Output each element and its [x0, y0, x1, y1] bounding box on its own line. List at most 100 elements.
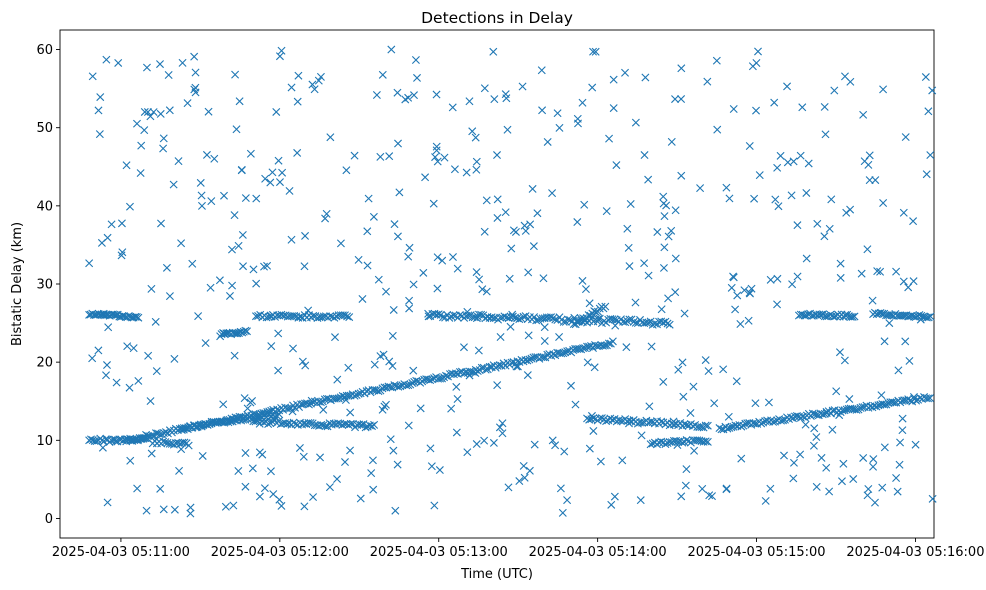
data-point — [432, 146, 441, 155]
data-point — [132, 312, 141, 321]
y-tick-label: 0 — [45, 512, 53, 527]
data-point — [190, 85, 199, 94]
data-point — [922, 170, 931, 179]
data-point — [789, 474, 798, 483]
data-point — [308, 80, 317, 89]
data-point — [880, 337, 889, 346]
data-point — [295, 443, 304, 452]
data-point — [215, 276, 224, 285]
data-point — [364, 194, 373, 203]
data-point — [307, 396, 316, 405]
chart-title: Detections in Delay — [421, 9, 573, 27]
data-point — [924, 107, 933, 116]
data-point — [240, 394, 249, 403]
data-point — [773, 300, 782, 309]
data-point — [525, 355, 534, 364]
data-point — [118, 248, 127, 257]
data-point — [180, 438, 189, 447]
data-point — [438, 313, 447, 322]
data-point — [752, 106, 761, 115]
data-point — [391, 506, 400, 515]
data-point — [182, 424, 191, 433]
data-point — [370, 360, 379, 369]
data-point — [102, 55, 111, 64]
data-point — [869, 462, 878, 471]
data-point — [504, 483, 513, 492]
data-point — [736, 320, 745, 328]
data-point — [890, 398, 899, 407]
data-point — [671, 254, 680, 263]
data-point — [326, 312, 335, 321]
data-point — [605, 134, 614, 143]
data-point — [102, 371, 111, 380]
data-point — [848, 312, 857, 321]
data-point — [626, 200, 635, 209]
data-point — [569, 320, 578, 328]
data-point — [611, 321, 620, 330]
data-point — [926, 394, 935, 403]
data-point — [543, 137, 552, 146]
data-point — [892, 474, 901, 483]
data-point — [609, 104, 618, 113]
data-point — [533, 209, 542, 218]
data-point — [169, 180, 178, 189]
data-point — [732, 377, 741, 386]
data-point — [241, 326, 250, 335]
data-point — [389, 446, 398, 455]
data-point — [376, 152, 385, 161]
data-point — [733, 291, 742, 300]
data-point — [659, 192, 668, 201]
data-point — [341, 458, 349, 467]
data-point — [234, 467, 243, 476]
data-point — [524, 268, 533, 277]
data-point — [473, 312, 482, 321]
data-point — [472, 268, 481, 277]
data-point — [156, 109, 165, 118]
x-tick-label: 2025-04-03 05:12:00 — [211, 545, 349, 560]
data-point — [589, 426, 598, 435]
data-point — [640, 259, 649, 268]
data-point — [602, 207, 611, 216]
data-point — [680, 309, 689, 318]
data-point — [159, 505, 168, 514]
data-point — [507, 244, 516, 253]
data-point — [845, 395, 854, 404]
data-point — [901, 133, 910, 142]
data-point — [788, 280, 797, 289]
data-point — [321, 422, 330, 431]
data-point — [678, 358, 687, 367]
data-point — [480, 436, 489, 445]
data-point — [555, 333, 564, 342]
data-point — [801, 420, 810, 429]
x-axis-ticks: 2025-04-03 05:11:00 2025-04-03 05:12:00 20… — [52, 538, 984, 560]
data-point — [737, 454, 746, 463]
data-point — [259, 418, 268, 427]
data-point — [871, 176, 880, 185]
data-point — [389, 305, 398, 314]
data-point — [299, 452, 308, 461]
data-point — [647, 342, 656, 351]
data-point — [301, 361, 310, 370]
data-point — [306, 419, 315, 428]
data-point — [236, 327, 245, 336]
data-point — [472, 440, 481, 449]
data-point — [830, 86, 839, 95]
data-point — [334, 419, 343, 428]
data-point — [571, 400, 580, 409]
data-point — [493, 381, 502, 390]
data-point — [277, 46, 286, 55]
x-axis-title: Time (UTC) — [460, 567, 533, 582]
data-point — [260, 262, 269, 271]
data-point — [452, 428, 461, 437]
data-point — [170, 354, 179, 363]
data-point — [134, 376, 143, 385]
data-point — [378, 70, 387, 79]
data-point — [798, 103, 807, 112]
data-point — [440, 153, 449, 162]
data-point — [842, 208, 851, 217]
data-point — [151, 317, 160, 326]
data-point — [184, 441, 193, 450]
data-point — [382, 287, 390, 296]
data-point — [657, 417, 666, 426]
data-point — [111, 437, 120, 446]
